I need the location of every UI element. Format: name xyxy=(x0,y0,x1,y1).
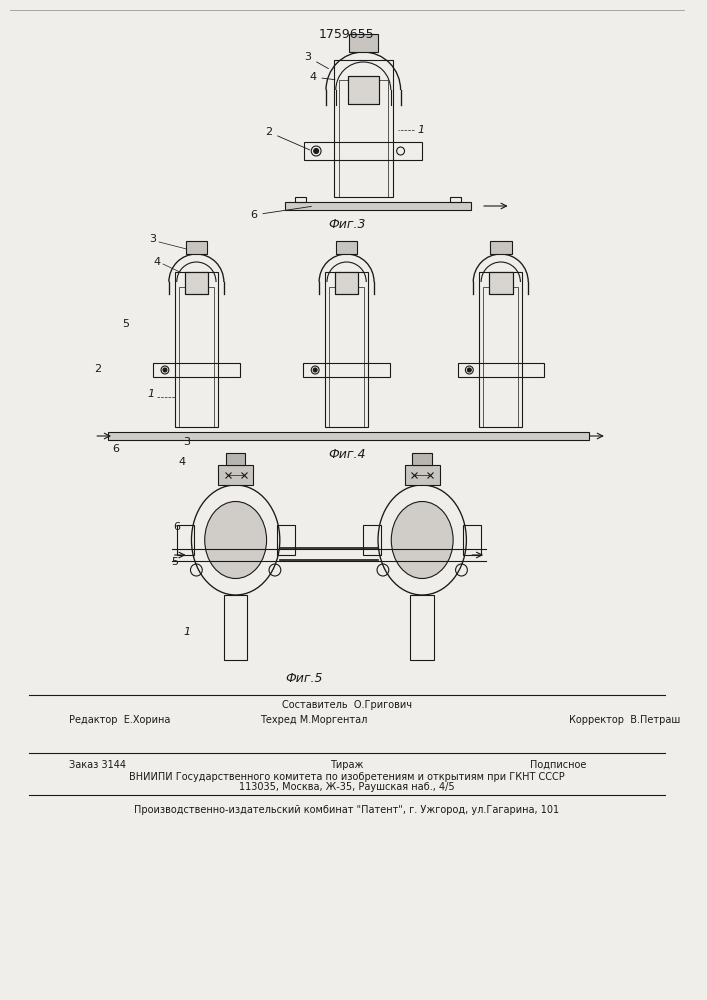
Text: ВНИИПИ Государственного комитета по изобретениям и открытиям при ГКНТ СССР: ВНИИПИ Государственного комитета по изоб… xyxy=(129,772,564,782)
Bar xyxy=(177,525,194,555)
Text: 5: 5 xyxy=(171,557,178,567)
Bar xyxy=(185,272,208,294)
Circle shape xyxy=(313,368,317,372)
Text: Подписное: Подписное xyxy=(530,760,587,770)
Bar xyxy=(179,287,214,427)
Text: 4: 4 xyxy=(153,257,160,267)
Text: 2: 2 xyxy=(265,127,310,150)
Text: 4: 4 xyxy=(309,72,335,82)
Bar xyxy=(335,272,358,294)
Bar xyxy=(295,197,306,202)
Bar xyxy=(349,34,378,52)
Text: Производственно-издательский комбинат "Патент", г. Ужгород, ул.Гагарина, 101: Производственно-издательский комбинат "П… xyxy=(134,805,559,815)
Circle shape xyxy=(314,148,319,153)
Ellipse shape xyxy=(391,502,453,578)
Text: Техред М.Моргентал: Техред М.Моргентал xyxy=(260,715,368,725)
Text: Заказ 3144: Заказ 3144 xyxy=(69,760,126,770)
Bar xyxy=(339,80,388,197)
Text: Фиг.5: Фиг.5 xyxy=(286,672,323,684)
Bar xyxy=(412,453,432,465)
Text: Фиг.3: Фиг.3 xyxy=(328,219,366,232)
Text: 1: 1 xyxy=(183,627,190,637)
Circle shape xyxy=(467,368,472,372)
Bar xyxy=(450,197,462,202)
Ellipse shape xyxy=(205,502,267,578)
Bar xyxy=(175,272,218,427)
Bar xyxy=(329,287,364,427)
Text: Фиг.4: Фиг.4 xyxy=(328,448,366,462)
Bar xyxy=(277,525,295,555)
Bar xyxy=(336,241,358,254)
Bar xyxy=(457,363,544,377)
Bar xyxy=(463,525,481,555)
Bar xyxy=(404,465,440,485)
Text: Корректор  В.Петраш: Корректор В.Петраш xyxy=(569,715,681,725)
Text: 113035, Москва, Ж-35, Раушская наб., 4/5: 113035, Москва, Ж-35, Раушская наб., 4/5 xyxy=(239,782,455,792)
Text: 3: 3 xyxy=(305,52,329,69)
Circle shape xyxy=(163,368,167,372)
Bar xyxy=(226,453,245,465)
Bar xyxy=(185,272,208,294)
Text: 3: 3 xyxy=(148,234,156,244)
Bar xyxy=(335,272,358,294)
Bar xyxy=(363,525,381,555)
Text: 4: 4 xyxy=(178,457,185,467)
Bar xyxy=(334,60,393,197)
Bar xyxy=(348,76,379,104)
Bar xyxy=(411,595,434,660)
Text: Составитель  О.Григович: Составитель О.Григович xyxy=(281,700,411,710)
Bar xyxy=(489,272,513,294)
Text: 6: 6 xyxy=(250,206,312,220)
Text: 6: 6 xyxy=(112,444,119,454)
Bar xyxy=(218,465,253,485)
Bar xyxy=(224,595,247,660)
Bar xyxy=(483,287,518,427)
Text: Тираж: Тираж xyxy=(330,760,363,770)
Text: 3: 3 xyxy=(183,437,190,447)
Text: 1: 1 xyxy=(147,389,154,399)
Bar xyxy=(479,272,522,427)
Bar xyxy=(325,272,368,427)
Bar xyxy=(285,202,472,210)
Text: 5: 5 xyxy=(122,319,129,329)
Bar xyxy=(185,241,207,254)
Bar xyxy=(303,363,390,377)
Bar xyxy=(153,363,240,377)
Bar xyxy=(348,76,379,104)
Text: Редактор  Е.Хорина: Редактор Е.Хорина xyxy=(69,715,170,725)
Text: 6: 6 xyxy=(173,522,180,532)
Bar xyxy=(305,142,422,160)
Text: 2: 2 xyxy=(95,364,102,374)
Text: 1759655: 1759655 xyxy=(319,28,375,41)
Text: 1: 1 xyxy=(417,125,424,135)
Bar xyxy=(490,241,512,254)
Bar xyxy=(489,272,513,294)
Bar xyxy=(108,432,589,440)
